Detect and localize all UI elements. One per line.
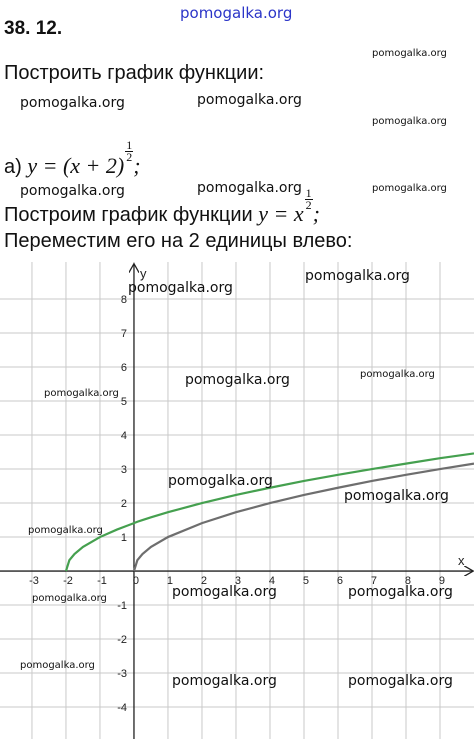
x-tick-label: 1 xyxy=(167,575,173,587)
watermark: pomogalka.org xyxy=(197,92,302,108)
step2: Переместим его на 2 единицы влево: xyxy=(4,230,353,252)
watermark: pomogalka.org xyxy=(372,48,447,59)
exp-den: 2 xyxy=(126,150,133,164)
x-tick-label: -1 xyxy=(97,575,107,587)
formula-end: ; xyxy=(133,153,141,178)
watermark: pomogalka.org xyxy=(172,673,277,689)
watermark: pomogalka.org xyxy=(372,183,447,194)
watermark: pomogalka.org xyxy=(32,593,107,604)
x-tick-label: -2 xyxy=(63,575,73,587)
formula-end: ; xyxy=(312,201,320,226)
y-tick-label: 8 xyxy=(121,294,127,306)
item-label: а) xyxy=(4,156,22,178)
watermark: pomogalka.org xyxy=(180,4,293,22)
step1-text: Построим график функции xyxy=(4,204,253,226)
x-tick-label: 0 xyxy=(133,575,139,587)
y-tick-label: 6 xyxy=(121,362,127,374)
y-tick-label: 4 xyxy=(121,430,127,442)
watermark: pomogalka.org xyxy=(28,525,103,536)
exp-den: 2 xyxy=(305,198,312,212)
watermark: pomogalka.org xyxy=(168,473,273,489)
heading: 38. 12. xyxy=(4,18,63,39)
watermark: pomogalka.org xyxy=(128,280,233,296)
x-tick-label: 5 xyxy=(303,575,309,587)
formula: y = x xyxy=(258,201,304,226)
x-tick-label: -3 xyxy=(29,575,39,587)
watermark: pomogalka.org xyxy=(305,268,410,284)
watermark: pomogalka.org xyxy=(197,180,302,196)
y-tick-label: -1 xyxy=(117,600,127,612)
watermark: pomogalka.org xyxy=(44,388,119,399)
watermark: pomogalka.org xyxy=(20,660,95,671)
y-axis-label: y xyxy=(140,266,147,281)
x-tick-label: 2 xyxy=(201,575,207,587)
graph: -3 -2 -1 0 1 2 3 4 5 6 7 8 9 -4 -3 -2 -1 1 2 3 4 5 6 7 8 x y xyxy=(0,262,474,739)
y-tick-label: -2 xyxy=(117,634,127,646)
watermark: pomogalka.org xyxy=(348,584,453,600)
x-axis-label: x xyxy=(458,553,465,568)
x-tick-label: 8 xyxy=(405,575,411,587)
x-tick-label: 4 xyxy=(269,575,275,587)
y-tick-label: -4 xyxy=(117,702,127,714)
watermark: pomogalka.org xyxy=(344,488,449,504)
watermark: pomogalka.org xyxy=(348,673,453,689)
watermark: pomogalka.org xyxy=(372,116,447,127)
x-tick-label: 7 xyxy=(371,575,377,587)
watermark: pomogalka.org xyxy=(185,372,290,388)
formula: y = (x + 2) xyxy=(27,153,125,178)
function-curve xyxy=(132,462,474,572)
task: Построить график функции: xyxy=(4,62,265,84)
watermark: pomogalka.org xyxy=(172,584,277,600)
x-tick-label: 3 xyxy=(235,575,241,587)
function-curve xyxy=(64,452,474,572)
exp-num: 1 xyxy=(304,186,313,200)
y-tick-label: -3 xyxy=(117,668,127,680)
y-tick-label: 1 xyxy=(121,532,127,544)
x-tick-label: 6 xyxy=(337,575,343,587)
y-tick-label: 5 xyxy=(121,396,127,408)
watermark: pomogalka.org xyxy=(20,95,125,111)
watermark: pomogalka.org xyxy=(20,183,125,199)
exp-num: 1 xyxy=(125,138,134,152)
y-tick-label: 3 xyxy=(121,464,127,476)
watermark: pomogalka.org xyxy=(360,369,435,380)
x-tick-label: 9 xyxy=(439,575,445,587)
step1: Построим график функции y = x 1 2; xyxy=(4,186,320,227)
y-tick-label: 7 xyxy=(121,328,127,340)
y-tick-label: 2 xyxy=(121,498,127,510)
item: а) y = (x + 2) 1 2; xyxy=(4,138,141,179)
